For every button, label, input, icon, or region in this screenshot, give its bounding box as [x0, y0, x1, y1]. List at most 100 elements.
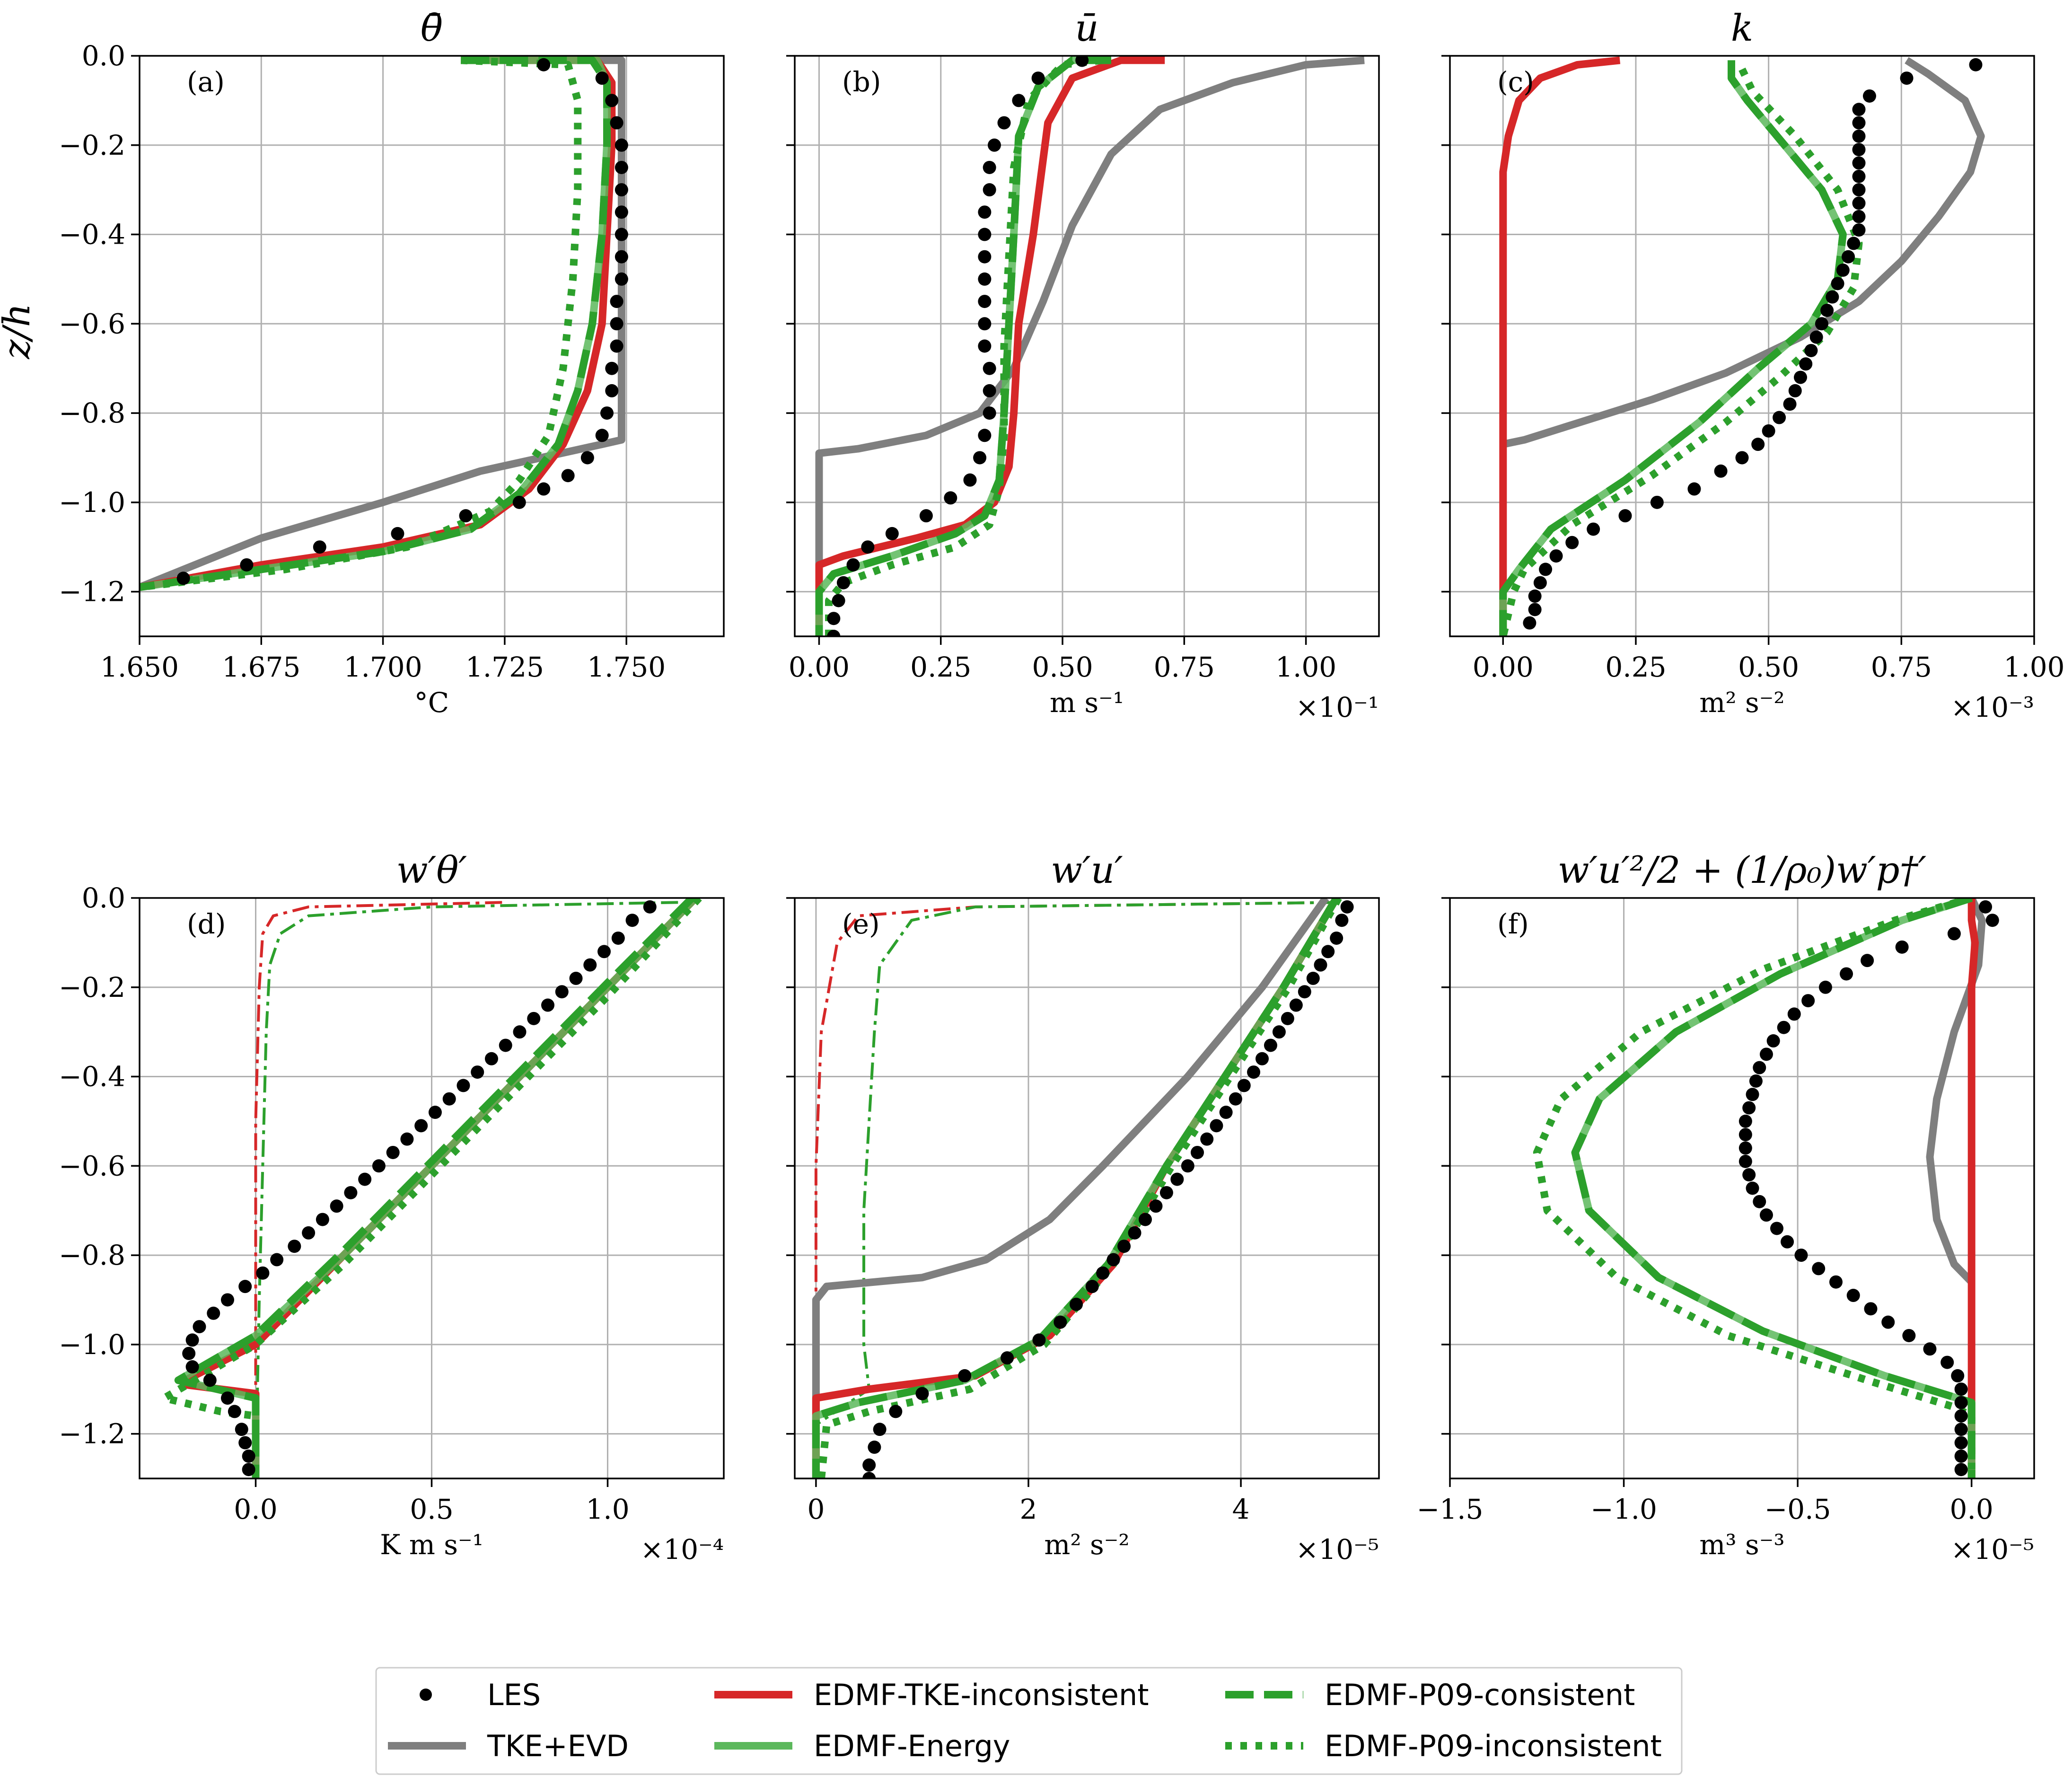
data-point: [615, 160, 628, 174]
data-point: [1340, 900, 1354, 914]
data-point: [1788, 384, 1802, 397]
y-tick-label: −0.8: [59, 1239, 125, 1271]
series-les: [176, 58, 628, 585]
data-point: [1770, 1222, 1784, 1235]
data-point: [316, 1213, 329, 1226]
data-point: [1528, 603, 1542, 616]
series-edmf_p09_con: [1571, 898, 1975, 1478]
data-point: [537, 58, 551, 71]
series-edmf_tke_inc: [1967, 898, 1979, 1478]
series-edmf_p09_inc: [160, 898, 702, 1478]
data-point: [595, 429, 609, 442]
data-point: [1070, 1297, 1083, 1311]
data-point: [302, 1226, 316, 1240]
data-point: [610, 339, 623, 353]
data-point: [242, 1449, 255, 1463]
data-point: [1054, 1315, 1067, 1329]
x-tick-label: 1.675: [222, 651, 300, 683]
data-point: [1804, 343, 1818, 357]
data-point: [1749, 1074, 1763, 1088]
axis-multiplier: ×10⁻³: [1951, 691, 2034, 723]
data-point: [1842, 250, 1855, 264]
data-point: [1549, 549, 1563, 563]
axes-frame: [794, 897, 1380, 1479]
data-point: [1818, 980, 1832, 994]
data-point: [1794, 370, 1807, 384]
x-tick-label: 2: [1020, 1493, 1037, 1525]
panel-title: θ̄: [421, 7, 443, 50]
y-tick-label: −0.6: [59, 1150, 125, 1182]
data-point: [1191, 1145, 1204, 1159]
series-tke_evd: [1502, 57, 1985, 448]
series-group: [815, 56, 1365, 636]
data-point: [861, 540, 875, 554]
panel-label: (d): [187, 908, 226, 940]
series-edmf_tke_inc: [1499, 56, 1621, 636]
x-tick-label: 1.700: [344, 651, 422, 683]
series-edmf_p09_con: [1499, 60, 1847, 636]
legend: LES EDMF-TKE-inconsistent EDMF-P09-consist…: [375, 1667, 1683, 1775]
data-point: [358, 1172, 372, 1186]
data-point: [1255, 1052, 1269, 1065]
axes-frame: [794, 55, 1380, 637]
data-point: [1852, 129, 1866, 143]
data-point: [176, 572, 190, 585]
axes-frame: [1449, 897, 2035, 1479]
data-point: [1799, 357, 1813, 371]
data-point: [1864, 1302, 1878, 1316]
y-tick-label: −1.0: [59, 486, 125, 519]
series-tke_evd: [812, 898, 1329, 1478]
x-axis-label: m² s⁻²: [1699, 686, 1784, 719]
data-point: [1794, 1249, 1808, 1262]
data-point: [442, 1092, 456, 1106]
data-point: [978, 205, 992, 219]
data-point: [1753, 1195, 1766, 1208]
y-tick-label: −0.8: [59, 397, 125, 429]
x-tick-label: 0.25: [1605, 651, 1666, 683]
data-point: [1032, 1333, 1046, 1347]
data-point: [1852, 156, 1866, 170]
legend-entry-edmf_p09_inc: EDMF-P09-inconsistent: [1225, 1729, 1662, 1763]
data-point: [1031, 71, 1045, 85]
data-point: [1840, 967, 1853, 981]
grid: [795, 897, 1379, 1478]
axis-multiplier: ×10⁻¹: [1296, 691, 1379, 723]
legend-label: TKE+EVD: [487, 1729, 629, 1763]
x-axis-label: m³ s⁻³: [1699, 1529, 1784, 1561]
panel-b: 0.00 0.25 0.50 0.75 1.00 ū (b) m s⁻¹ ×10⁻¹: [786, 7, 1380, 723]
series-edmf_tke_inc-dashdot: [254, 901, 502, 1478]
data-point: [615, 138, 628, 152]
panel-label: (b): [842, 66, 881, 98]
panel-e: 0 2 4 w′u′ (e) m² s⁻² ×10⁻⁵: [786, 849, 1380, 1566]
legend-label: EDMF-Energy: [814, 1729, 1010, 1763]
x-tick-label: 1.00: [1275, 651, 1336, 683]
data-point: [1773, 411, 1786, 424]
data-point: [827, 612, 841, 625]
data-point: [1852, 143, 1866, 157]
data-point: [270, 1253, 284, 1267]
data-point: [978, 250, 992, 264]
series-les: [862, 900, 1354, 1478]
data-point: [1881, 1315, 1895, 1329]
x-tick-label: 0.25: [910, 651, 971, 683]
data-point: [428, 1106, 442, 1119]
data-point: [1812, 1262, 1826, 1276]
x-tick-label: 0.75: [1871, 651, 1932, 683]
data-point: [1847, 237, 1861, 250]
axes-frame: [139, 55, 725, 637]
data-point: [1954, 1409, 1968, 1423]
data-point: [1539, 563, 1553, 576]
data-point: [512, 495, 526, 509]
data-point: [207, 1306, 220, 1320]
data-point: [1281, 1012, 1294, 1025]
data-point: [1247, 1065, 1261, 1079]
legend-entry-les: LES: [420, 1678, 541, 1712]
panel-label: (f): [1497, 908, 1529, 940]
series-group: [140, 56, 628, 591]
data-point: [1210, 1119, 1223, 1133]
y-tick-label: 0.0: [82, 40, 125, 72]
data-point: [288, 1240, 301, 1253]
y-tick-label: −1.2: [59, 576, 125, 608]
data-point: [193, 1320, 206, 1334]
